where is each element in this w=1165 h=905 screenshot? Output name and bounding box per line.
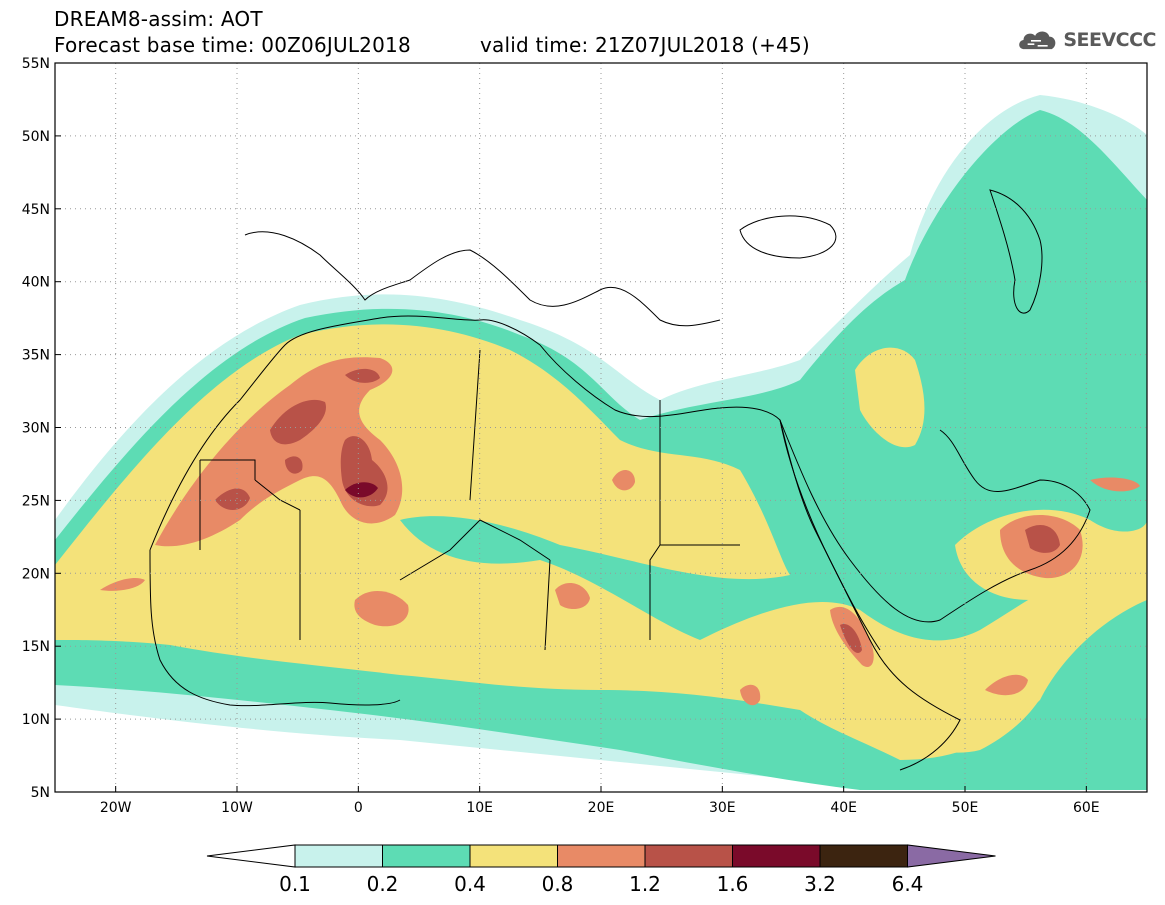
colorbar-level-label: 1.2 (629, 872, 661, 896)
lat-tick-label: 25N (22, 493, 50, 509)
forecast-base-time: Forecast base time: 00Z06JUL2018 (54, 33, 411, 57)
lon-tick-label: 0 (354, 800, 363, 816)
lat-tick-label: 35N (22, 348, 50, 364)
lat-tick-label: 5N (31, 785, 50, 801)
longitude-labels: 20W 10W 0 10E 20E 30E 40E 50E 60E (100, 786, 1100, 816)
colorbar: 0.1 0.2 0.4 0.8 1.2 1.6 3.2 6.4 (206, 844, 996, 896)
colorbar-level-label: 1.6 (717, 872, 749, 896)
aot-band-0.8-sudan (740, 684, 761, 706)
aot-band-0.8-mali (354, 590, 409, 627)
west-africa-coast (149, 549, 401, 707)
colorbar-swatch (644, 844, 733, 868)
red-sea-coast (779, 419, 881, 651)
aot-band-0.8-iran (1090, 477, 1140, 492)
lat-tick-label: 40N (22, 275, 50, 291)
colorbar-level-label: 0.8 (542, 872, 574, 896)
lon-tick-label: 30E (709, 800, 736, 816)
lat-tick-label: 20N (22, 566, 50, 582)
europe-coast (244, 231, 721, 327)
colorbar-swatch (382, 844, 471, 868)
valid-time: valid time: 21Z07JUL2018 (+45) (480, 33, 810, 57)
colorbar-level-label: 0.4 (454, 872, 486, 896)
map-title: DREAM8-assim: AOT (54, 7, 263, 31)
arabia-coast (779, 419, 1091, 623)
lat-tick-label: 55N (22, 56, 50, 72)
lon-tick-label: 10E (466, 800, 493, 816)
aot-band-0.4-horn (880, 635, 1052, 753)
aot-band-0.8-libya (612, 470, 635, 491)
colorbar-level-label: 3.2 (804, 872, 836, 896)
lon-tick-label: 60E (1073, 800, 1100, 816)
aot-band-0.8-somalia (985, 674, 1028, 696)
colorbar-under-arrow (206, 844, 296, 868)
colorbar-swatch (294, 844, 383, 868)
latitude-labels: 5N 10N 15N 20N 25N 30N 35N 40N 45N 50N 55N (22, 56, 61, 801)
lat-tick-label: 30N (22, 421, 50, 437)
lat-tick-label: 15N (22, 639, 50, 655)
colorbar-swatch (469, 844, 558, 868)
aot-band-1.6 (345, 482, 378, 498)
coastlines (149, 189, 1091, 771)
lon-tick-label: 20E (588, 800, 615, 816)
lon-tick-label: 40E (830, 800, 857, 816)
lon-tick-label: 50E (952, 800, 979, 816)
colorbar-swatch (557, 844, 646, 868)
colorbar-over-arrow (907, 844, 996, 868)
logo-text: SEEVCCC (1063, 29, 1156, 51)
lon-tick-label: 20W (100, 800, 132, 816)
colorbar-level-label: 0.2 (367, 872, 399, 896)
colorbar-level-label: 0.1 (279, 872, 311, 896)
cloud-icon (1019, 31, 1056, 50)
lon-tick-label: 10W (221, 800, 253, 816)
lat-tick-label: 45N (22, 202, 50, 218)
lat-tick-label: 50N (22, 129, 50, 145)
caspian-coast (989, 189, 1043, 314)
africa-coast (149, 315, 961, 771)
lat-tick-label: 10N (22, 712, 50, 728)
aot-band-0.4-iraq (855, 347, 925, 448)
black-sea-coast (739, 215, 837, 259)
aot-band-0.8-chad (555, 583, 590, 610)
aot-contours (55, 95, 1147, 790)
colorbar-swatch (732, 844, 821, 868)
colorbar-level-label: 6.4 (892, 872, 924, 896)
seevccc-logo: SEEVCCC (1016, 22, 1156, 58)
aot-band-0.8-ws (100, 578, 145, 591)
colorbar-swatch (819, 844, 908, 868)
